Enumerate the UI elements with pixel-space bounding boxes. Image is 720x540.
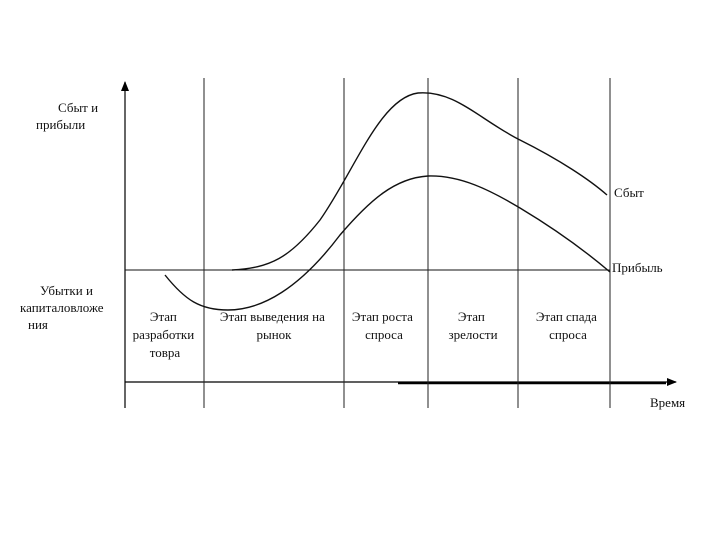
profit-curve: [164, 175, 611, 311]
stage-label-line: спроса: [549, 327, 587, 342]
x-axis-label: Время: [650, 395, 685, 410]
stage-label-line: рынок: [256, 327, 292, 342]
stage-label-line: спроса: [365, 327, 403, 342]
stage-label-line: Этап: [458, 309, 485, 324]
y-axis-label-bottom-line: капиталовложе: [20, 300, 104, 315]
stage-label-line: зрелости: [448, 327, 497, 342]
stage-label-decline: Этап спада спроса: [536, 309, 600, 342]
stage-label-line: Этап: [150, 309, 177, 324]
stage-label-maturity: Этап зрелости: [448, 309, 497, 342]
stage-label-line: Этап спада: [536, 309, 597, 324]
stage-label-growth: Этап роста спроса: [352, 309, 416, 342]
stage-label-line: товра: [150, 345, 181, 360]
sales-curve: [231, 92, 608, 271]
y-axis-label-bottom-line: ния: [28, 317, 48, 332]
stage-label-introduction: Этап выведения на рынок: [220, 309, 328, 342]
stage-label-line: Этап выведения на: [220, 309, 325, 324]
y-axis-label-top-line: прибыли: [36, 117, 85, 132]
stage-label-development: Этап разработки товра: [133, 309, 198, 360]
y-axis-label-top: Сбыт и прибыли: [36, 100, 101, 132]
y-axis-label-bottom: Убытки и капиталовложе ния: [20, 283, 107, 332]
profit-label: Прибыль: [612, 260, 663, 275]
y-axis-label-bottom-line: Убытки и: [40, 283, 93, 298]
stage-label-line: Этап роста: [352, 309, 413, 324]
stage-label-line: разработки: [133, 327, 195, 342]
sales-label: Сбыт: [614, 185, 644, 200]
y-axis-label-top-line: Сбыт и: [58, 100, 98, 115]
